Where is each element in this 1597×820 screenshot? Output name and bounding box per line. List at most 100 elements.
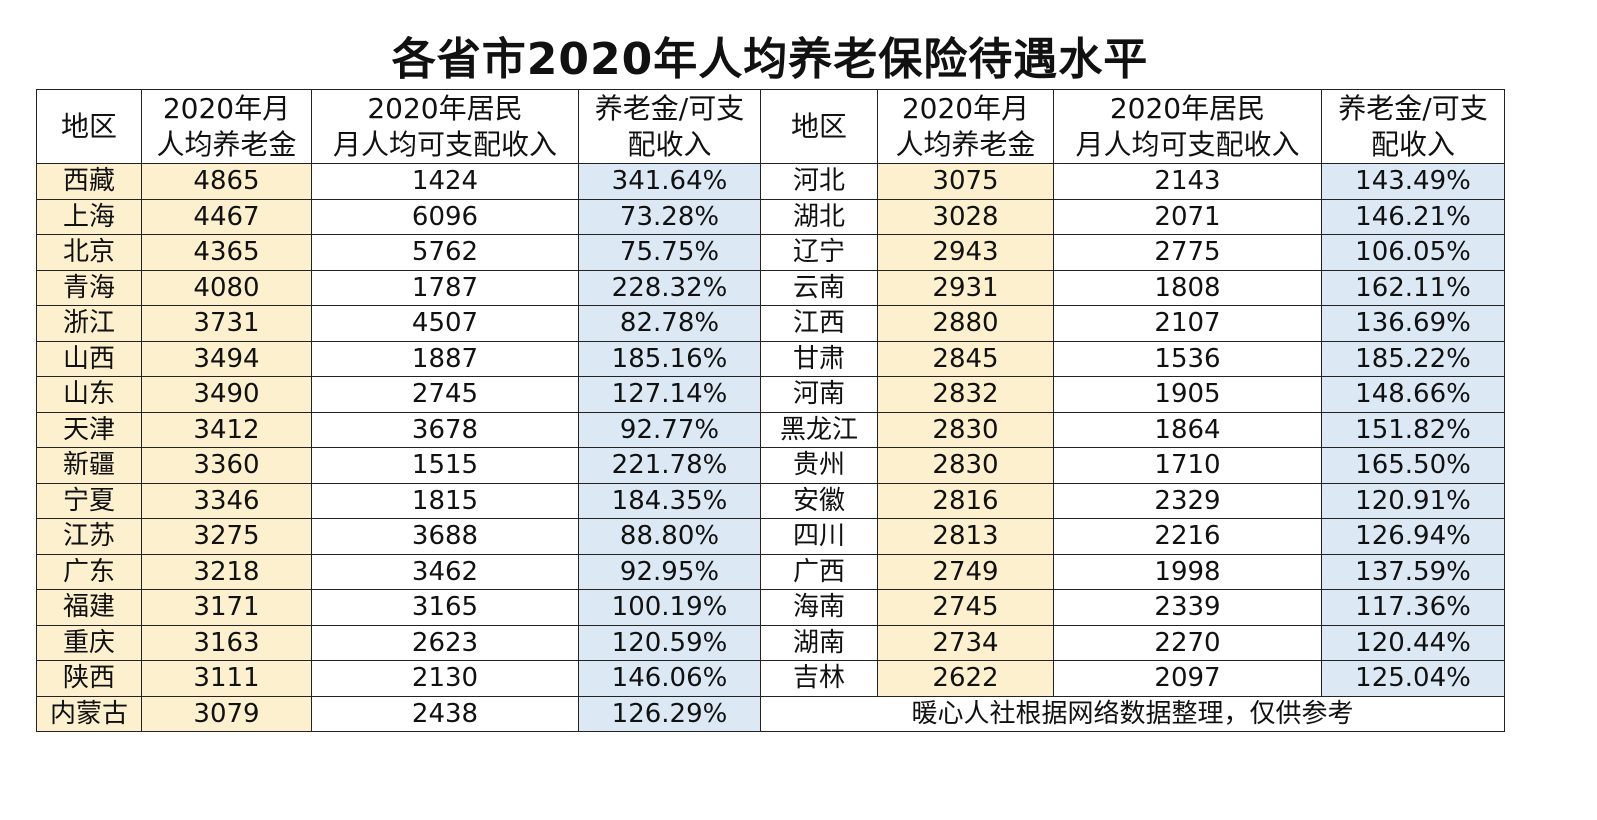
ratio-cell: 73.28% bbox=[578, 198, 761, 235]
pension-cell: 3028 bbox=[877, 198, 1054, 235]
ratio-cell: 88.80% bbox=[578, 518, 761, 555]
pension-cell: 3490 bbox=[141, 376, 312, 413]
pension-cell: 3171 bbox=[141, 589, 312, 626]
pension-cell: 4365 bbox=[141, 234, 312, 271]
income-cell: 4507 bbox=[311, 305, 579, 342]
income-cell: 1536 bbox=[1053, 340, 1322, 377]
region-cell: 陕西 bbox=[36, 660, 142, 697]
ratio-cell: 137.59% bbox=[1321, 553, 1505, 590]
ratio-cell: 126.94% bbox=[1321, 518, 1505, 555]
income-cell: 2745 bbox=[311, 376, 579, 413]
region-cell: 吉林 bbox=[760, 660, 878, 697]
pension-cell: 3218 bbox=[141, 553, 312, 590]
ratio-cell: 126.29% bbox=[578, 695, 761, 732]
ratio-cell: 106.05% bbox=[1321, 234, 1505, 271]
income-cell: 1808 bbox=[1053, 269, 1322, 306]
ratio-cell: 82.78% bbox=[578, 305, 761, 342]
pension-cell: 2813 bbox=[877, 518, 1054, 555]
income-cell: 3462 bbox=[311, 553, 579, 590]
header-ratio-left: 养老金/可支 配收入 bbox=[578, 89, 761, 164]
table-row: 山东 3490 2745 127.14% 河南 2832 1905 148.66% bbox=[36, 376, 1505, 413]
ratio-cell: 100.19% bbox=[578, 589, 761, 626]
table-row: 重庆 3163 2623 120.59% 湖南 2734 2270 120.44% bbox=[36, 624, 1505, 661]
table-row: 广东 3218 3462 92.95% 广西 2749 1998 137.59% bbox=[36, 553, 1505, 590]
income-cell: 1905 bbox=[1053, 376, 1322, 413]
table-row: 上海 4467 6096 73.28% 湖北 3028 2071 146.21% bbox=[36, 198, 1505, 235]
region-cell: 重庆 bbox=[36, 624, 142, 661]
income-cell: 2438 bbox=[311, 695, 579, 732]
ratio-cell: 120.44% bbox=[1321, 624, 1505, 661]
ratio-cell: 151.82% bbox=[1321, 411, 1505, 448]
region-cell: 贵州 bbox=[760, 447, 878, 484]
region-cell: 河北 bbox=[760, 163, 878, 200]
header-ratio-right: 养老金/可支 配收入 bbox=[1321, 89, 1505, 164]
income-cell: 2097 bbox=[1053, 660, 1322, 697]
pension-cell: 3731 bbox=[141, 305, 312, 342]
region-cell: 福建 bbox=[36, 589, 142, 626]
region-cell: 安徽 bbox=[760, 482, 878, 519]
ratio-cell: 143.49% bbox=[1321, 163, 1505, 200]
region-cell: 海南 bbox=[760, 589, 878, 626]
ratio-cell: 341.64% bbox=[578, 163, 761, 200]
table-row: 天津 3412 3678 92.77% 黑龙江 2830 1864 151.82% bbox=[36, 411, 1505, 448]
region-cell: 西藏 bbox=[36, 163, 142, 200]
table-row: 青海 4080 1787 228.32% 云南 2931 1808 162.11% bbox=[36, 269, 1505, 306]
pension-cell: 3346 bbox=[141, 482, 312, 519]
region-cell: 上海 bbox=[36, 198, 142, 235]
footnote: 暖心人社根据网络数据整理，仅供参考 bbox=[760, 695, 1505, 732]
ratio-cell: 184.35% bbox=[578, 482, 761, 519]
pension-cell: 2943 bbox=[877, 234, 1054, 271]
region-cell: 甘肃 bbox=[760, 340, 878, 377]
income-cell: 1515 bbox=[311, 447, 579, 484]
header-region-left: 地区 bbox=[36, 89, 142, 164]
region-cell: 山东 bbox=[36, 376, 142, 413]
header-region-right: 地区 bbox=[760, 89, 878, 164]
pension-cell: 3275 bbox=[141, 518, 312, 555]
income-cell: 2107 bbox=[1053, 305, 1322, 342]
pension-cell: 4467 bbox=[141, 198, 312, 235]
region-cell: 辽宁 bbox=[760, 234, 878, 271]
income-cell: 3165 bbox=[311, 589, 579, 626]
ratio-cell: 120.59% bbox=[578, 624, 761, 661]
income-cell: 3688 bbox=[311, 518, 579, 555]
region-cell: 江西 bbox=[760, 305, 878, 342]
ratio-cell: 185.22% bbox=[1321, 340, 1505, 377]
income-cell: 1424 bbox=[311, 163, 579, 200]
table-row: 浙江 3731 4507 82.78% 江西 2880 2107 136.69% bbox=[36, 305, 1505, 342]
income-cell: 2130 bbox=[311, 660, 579, 697]
pension-cell: 2880 bbox=[877, 305, 1054, 342]
ratio-cell: 146.21% bbox=[1321, 198, 1505, 235]
table-row: 西藏 4865 1424 341.64% 河北 3075 2143 143.49% bbox=[36, 163, 1505, 200]
pension-cell: 3360 bbox=[141, 447, 312, 484]
ratio-cell: 148.66% bbox=[1321, 376, 1505, 413]
pension-cell: 2622 bbox=[877, 660, 1054, 697]
ratio-cell: 92.95% bbox=[578, 553, 761, 590]
pension-cell: 2830 bbox=[877, 447, 1054, 484]
table-row: 宁夏 3346 1815 184.35% 安徽 2816 2329 120.91% bbox=[36, 482, 1505, 519]
income-cell: 2339 bbox=[1053, 589, 1322, 626]
ratio-cell: 146.06% bbox=[578, 660, 761, 697]
ratio-cell: 136.69% bbox=[1321, 305, 1505, 342]
income-cell: 2143 bbox=[1053, 163, 1322, 200]
header-row: 地区 2020年月 人均养老金 2020年居民 月人均可支配收入 养老金/可支 配收入… bbox=[36, 89, 1505, 164]
pension-cell: 2845 bbox=[877, 340, 1054, 377]
income-cell: 1864 bbox=[1053, 411, 1322, 448]
pension-cell: 3111 bbox=[141, 660, 312, 697]
region-cell: 北京 bbox=[36, 234, 142, 271]
income-cell: 5762 bbox=[311, 234, 579, 271]
income-cell: 1710 bbox=[1053, 447, 1322, 484]
table-row: 陕西 3111 2130 146.06% 吉林 2622 2097 125.04% bbox=[36, 660, 1505, 697]
table-row: 福建 3171 3165 100.19% 海南 2745 2339 117.36% bbox=[36, 589, 1505, 626]
header-pension-left: 2020年月 人均养老金 bbox=[141, 89, 312, 164]
pension-cell: 2749 bbox=[877, 553, 1054, 590]
table-row: 江苏 3275 3688 88.80% 四川 2813 2216 126.94% bbox=[36, 518, 1505, 555]
income-cell: 2623 bbox=[311, 624, 579, 661]
income-cell: 1787 bbox=[311, 269, 579, 306]
income-cell: 1998 bbox=[1053, 553, 1322, 590]
region-cell: 山西 bbox=[36, 340, 142, 377]
pension-cell: 2832 bbox=[877, 376, 1054, 413]
pension-cell: 3075 bbox=[877, 163, 1054, 200]
income-cell: 2216 bbox=[1053, 518, 1322, 555]
region-cell: 宁夏 bbox=[36, 482, 142, 519]
income-cell: 2071 bbox=[1053, 198, 1322, 235]
